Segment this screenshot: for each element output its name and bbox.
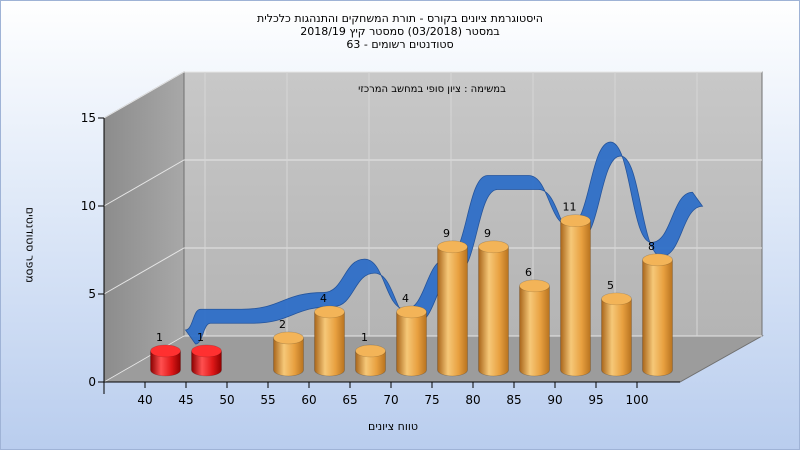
bar: 4 — [314, 292, 345, 377]
bar-top — [560, 214, 591, 228]
x-tick-label: 75 — [424, 393, 439, 407]
bar-body — [396, 311, 427, 377]
bar-value-label: 1 — [197, 331, 204, 344]
title-line-2: במסטר (03/2018) סמסטר קיץ 2018/19 — [300, 25, 500, 38]
y-tick-label: 0 — [88, 375, 96, 389]
bar-top — [519, 279, 550, 293]
chart-walls — [102, 71, 764, 383]
bar-body — [437, 246, 468, 377]
x-tick-label: 70 — [383, 393, 398, 407]
bar-top — [437, 240, 468, 254]
bar-body — [478, 246, 509, 377]
x-tick-label: 85 — [506, 393, 521, 407]
bar: 9 — [478, 227, 509, 377]
bar-body — [601, 298, 632, 377]
bar-top — [355, 344, 386, 358]
bar-body — [519, 285, 550, 377]
gridline — [103, 159, 762, 207]
bar: 2 — [273, 318, 304, 377]
bar-top — [396, 305, 427, 319]
bar-body — [642, 259, 673, 377]
x-tick-label: 90 — [547, 393, 562, 407]
bar-value-label: 1 — [361, 331, 368, 344]
bar-top — [601, 292, 632, 306]
bar-top — [642, 253, 673, 267]
bar: 1 — [150, 331, 181, 377]
x-tick-label: 55 — [260, 393, 275, 407]
bar-body — [150, 350, 181, 377]
curve-ribbon — [184, 141, 704, 345]
bar-body — [314, 311, 345, 377]
bar: 4 — [396, 292, 427, 377]
bar: 6 — [519, 266, 550, 377]
bar: 1 — [191, 331, 222, 377]
bar-value-label: 1 — [156, 331, 163, 344]
x-tick-label: 65 — [342, 393, 357, 407]
title-line-1: היסטוגרמת ציונים בקורס - תורת המשחקים וה… — [257, 12, 543, 25]
chart-subtitle: במשימה : ציון סופי במחשב המרכזי — [358, 84, 506, 95]
x-tick-label: 40 — [137, 393, 152, 407]
y-tick-label: 10 — [81, 199, 96, 213]
bar-body — [560, 220, 591, 377]
x-tick-label: 80 — [465, 393, 480, 407]
left-wall — [103, 71, 185, 383]
bar-top — [191, 344, 222, 358]
bar-top — [273, 331, 304, 345]
bar-value-label: 4 — [320, 292, 327, 305]
bar-value-label: 4 — [402, 292, 409, 305]
x-tick-label: 60 — [301, 393, 316, 407]
bar: 8 — [642, 240, 673, 377]
x-axis-label: טווח ציונים — [368, 420, 418, 433]
bar-value-label: 11 — [563, 201, 577, 214]
bar-body — [273, 337, 304, 377]
bar-top — [314, 305, 345, 319]
distribution-curve — [184, 141, 704, 345]
bar: 9 — [437, 227, 468, 377]
x-tick-label: 100 — [626, 393, 649, 407]
bar-value-label: 9 — [484, 227, 491, 240]
title-line-3: סטודנטים רשומים - 63 — [346, 38, 454, 51]
bar: 5 — [601, 279, 632, 377]
bar-value-label: 8 — [648, 240, 655, 253]
bar-body — [355, 350, 386, 377]
bar-top — [478, 240, 509, 254]
bar-value-label: 6 — [525, 266, 532, 279]
bar-top — [150, 344, 181, 358]
bar-value-label: 9 — [443, 227, 450, 240]
bar-body — [191, 350, 222, 377]
x-tick-label: 50 — [219, 393, 234, 407]
y-tick-label: 15 — [81, 111, 96, 125]
chart-title: היסטוגרמת ציונים בקורס - תורת המשחקים וה… — [0, 12, 800, 51]
bar-value-label: 5 — [607, 279, 614, 292]
y-axis-label: מספר סטודנטים — [23, 207, 37, 283]
bar: 1 — [355, 331, 386, 377]
x-tick-label: 45 — [178, 393, 193, 407]
bar: 11 — [560, 201, 591, 377]
x-tick-label: 95 — [588, 393, 603, 407]
gridline — [103, 71, 762, 119]
bar-value-label: 2 — [279, 318, 286, 331]
y-tick-label: 5 — [88, 287, 96, 301]
